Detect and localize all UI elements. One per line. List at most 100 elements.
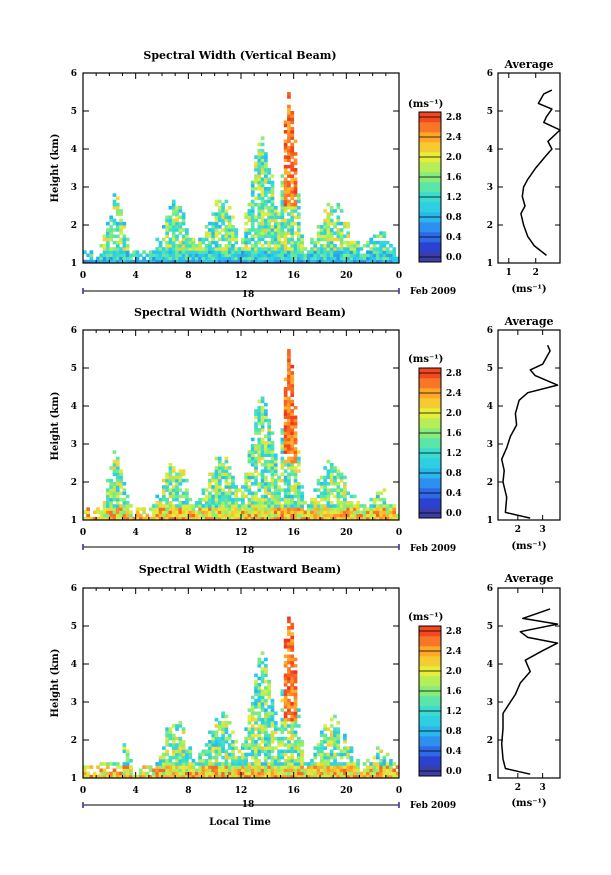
heatmap-cell (323, 259, 327, 264)
heatmap-cell (102, 250, 107, 254)
heatmap-cell (369, 510, 374, 515)
heatmap-cell (290, 114, 295, 118)
heatmap-cell (273, 513, 278, 518)
heatmap-cell (254, 774, 258, 779)
heatmap-cell (362, 510, 367, 515)
heatmap-cell (283, 225, 288, 229)
heatmap-cell (112, 507, 117, 511)
heatmap-cell (273, 212, 278, 216)
heatmap-cell (257, 180, 262, 185)
heatmap-cell (185, 231, 189, 235)
heatmap-cell (171, 466, 176, 470)
heatmap-cell (119, 250, 123, 254)
heatmap-cell (109, 494, 114, 499)
heatmap-cell (320, 730, 324, 735)
heatmap-cell (336, 202, 341, 207)
heatmap-cell (257, 431, 262, 435)
heatmap-cell (227, 475, 232, 480)
heatmap-cell (181, 762, 186, 766)
heatmap-cell (227, 234, 232, 239)
heatmap-cell (333, 740, 337, 744)
heatmap-cell (280, 218, 285, 223)
heatmap-cell (369, 774, 374, 779)
heatmap-cell (287, 450, 291, 454)
heatmap-cell (214, 513, 219, 518)
heatmap-cell (310, 497, 314, 502)
heatmap-cell (254, 746, 258, 750)
heatmap-cell (270, 759, 275, 763)
heatmap-cell (158, 497, 163, 502)
heatmap-cell (231, 256, 235, 261)
heatmap-cell (273, 507, 278, 511)
heatmap-cell (273, 488, 278, 492)
heatmap-cell (162, 516, 166, 521)
heatmap-cell (267, 752, 272, 757)
heatmap-cell (115, 209, 120, 213)
heatmap-cell (372, 504, 377, 508)
heatmap-cell (290, 683, 295, 687)
heatmap-cell (283, 256, 288, 261)
heatmap-cell (257, 447, 262, 451)
heatmap-cell (379, 762, 383, 766)
heatmap-cell (260, 406, 265, 410)
heatmap-cell (372, 253, 377, 258)
heatmap-cell (287, 206, 291, 210)
heatmap-cell (277, 231, 281, 235)
average-x-tick-label: 2 (533, 268, 539, 278)
heatmap-cell (352, 504, 357, 508)
heatmap-cell (290, 635, 295, 640)
heatmap-cell (165, 488, 169, 492)
heatmap-cell (283, 768, 288, 773)
heatmap-cell (290, 187, 295, 191)
heatmap-cell (257, 501, 262, 505)
heatmap-cell (296, 497, 301, 502)
heatmap-cell (287, 504, 291, 508)
heatmap-cell (106, 774, 110, 779)
heatmap-cell (264, 730, 268, 735)
heatmap-cell (188, 762, 193, 766)
heatmap-cell (224, 231, 229, 235)
heatmap-cell (254, 244, 258, 248)
heatmap-cell (244, 765, 248, 769)
heatmap-cell (372, 755, 377, 760)
heatmap-cell (83, 250, 87, 254)
heatmap-cell (171, 494, 176, 499)
heatmap-cell (287, 117, 291, 121)
heatmap-cell (287, 619, 291, 624)
heatmap-cell (217, 494, 222, 499)
heatmap-cell (362, 771, 367, 776)
heatmap-cell (382, 510, 387, 515)
heatmap-cell (283, 142, 288, 147)
heatmap-cell (339, 765, 344, 769)
heatmap-cell (273, 501, 278, 505)
heatmap-cell (208, 740, 212, 744)
heatmap-cell (250, 253, 255, 258)
heatmap-cell (181, 491, 186, 496)
heatmap-cell (293, 180, 298, 185)
heatmap-cell (333, 746, 337, 750)
heatmap-cell (247, 450, 252, 454)
heatmap-cell (329, 247, 334, 251)
heatmap-cell (112, 774, 117, 779)
colorbar-tick-label: 2.4 (446, 389, 462, 399)
heatmap-cell (158, 507, 163, 511)
heatmap-cell (277, 501, 281, 505)
heatmap-cell (280, 510, 285, 515)
heatmap-cell (310, 253, 314, 258)
heatmap-cell (267, 259, 272, 264)
heatmap-cell (106, 256, 110, 261)
heatmap-cell (247, 771, 252, 776)
heatmap-cell (214, 244, 219, 248)
heatmap-cell (257, 437, 262, 442)
heatmap-cell (241, 259, 245, 264)
heatmap-cell (214, 202, 219, 207)
heatmap-cell (290, 126, 295, 131)
heatmap-cell (194, 762, 199, 766)
heatmap-cell (333, 755, 337, 760)
heatmap-cell (142, 259, 146, 264)
heatmap-cell (267, 733, 272, 738)
heatmap-cell (211, 250, 216, 254)
heatmap-cell (171, 247, 176, 251)
heatmap-cell (247, 456, 252, 461)
